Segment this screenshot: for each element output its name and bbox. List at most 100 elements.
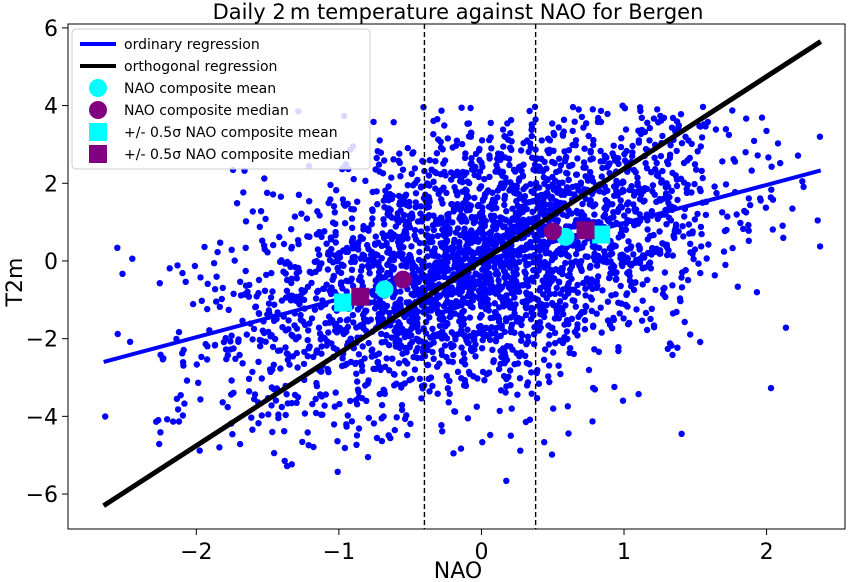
scatter-point — [225, 306, 232, 313]
scatter-point — [415, 328, 422, 335]
scatter-point — [523, 289, 530, 296]
scatter-point — [506, 298, 513, 305]
scatter-point — [257, 343, 264, 350]
scatter-point — [232, 355, 239, 362]
scatter-point — [635, 390, 642, 398]
scatter-point — [424, 245, 431, 252]
scatter-point — [529, 305, 536, 312]
scatter-point — [651, 154, 658, 161]
scatter-point — [318, 368, 325, 375]
scatter-point — [489, 223, 497, 230]
scatter-point — [219, 284, 226, 292]
scatter-point — [556, 179, 563, 187]
scatter-point — [156, 440, 163, 448]
scatter-point — [370, 118, 377, 126]
scatter-point — [719, 209, 726, 216]
composite-marker — [576, 221, 595, 240]
scatter-point — [396, 245, 404, 252]
scatter-point — [615, 234, 622, 241]
scatter-point — [479, 288, 486, 295]
scatter-point — [291, 391, 299, 399]
scatter-point — [478, 345, 486, 352]
scatter-point — [370, 255, 377, 263]
scatter-point — [211, 286, 219, 293]
scatter-point — [196, 447, 203, 454]
scatter-point — [102, 413, 109, 420]
scatter-point — [304, 283, 312, 290]
scatter-point — [524, 379, 532, 386]
scatter-point — [555, 185, 562, 192]
scatter-point — [532, 116, 539, 123]
scatter-point — [507, 144, 514, 151]
scatter-point — [468, 214, 475, 222]
scatter-point — [426, 314, 433, 321]
scatter-point — [570, 350, 577, 358]
scatter-point — [237, 278, 244, 285]
scatter-point — [816, 133, 824, 140]
scatter-point — [590, 136, 597, 144]
scatter-point — [411, 366, 419, 373]
scatter-point — [383, 240, 390, 247]
scatter-point — [478, 312, 485, 319]
scatter-point — [365, 339, 372, 347]
scatter-point — [479, 204, 486, 211]
scatter-point — [505, 155, 513, 162]
scatter-point — [306, 268, 313, 275]
scatter-point — [471, 336, 478, 344]
scatter-point — [297, 311, 304, 319]
scatter-point — [304, 429, 311, 436]
scatter-point — [733, 211, 740, 218]
scatter-point — [547, 195, 554, 202]
scatter-point — [548, 451, 556, 458]
scatter-point — [593, 310, 600, 317]
scatter-point — [504, 120, 511, 127]
scatter-point — [288, 243, 296, 251]
scatter-point — [669, 282, 676, 289]
scatter-point — [498, 322, 505, 329]
scatter-point — [593, 278, 600, 285]
scatter-point — [469, 304, 476, 311]
scatter-point — [401, 357, 409, 365]
scatter-point — [712, 126, 720, 133]
scatter-point — [479, 439, 486, 446]
scatter-point — [669, 252, 676, 259]
scatter-point — [328, 245, 335, 253]
scatter-point — [659, 132, 666, 140]
scatter-point — [210, 260, 218, 267]
scatter-point — [269, 428, 276, 436]
scatter-point — [546, 137, 554, 144]
scatter-point — [590, 322, 597, 329]
scatter-point — [308, 315, 316, 322]
scatter-point — [555, 315, 562, 322]
scatter-point — [711, 183, 718, 190]
scatter-point — [432, 158, 439, 165]
scatter-point — [606, 244, 614, 252]
scatter-point — [475, 147, 483, 154]
scatter-point — [129, 255, 136, 262]
scatter-point — [473, 403, 480, 410]
scatter-point — [687, 331, 694, 338]
scatter-point — [597, 304, 604, 311]
scatter-point — [370, 365, 377, 373]
scatter-point — [282, 411, 289, 419]
scatter-point — [404, 144, 411, 152]
scatter-point — [486, 152, 493, 159]
scatter-point — [396, 159, 403, 166]
scatter-point — [180, 346, 187, 354]
scatter-point — [765, 154, 772, 161]
scatter-point — [564, 186, 571, 193]
y-tick-label: 2 — [44, 172, 58, 197]
scatter-point — [426, 239, 433, 246]
scatter-point — [396, 337, 403, 344]
scatter-point — [545, 341, 553, 348]
regression-line — [103, 168, 822, 364]
scatter-point — [658, 177, 665, 184]
scatter-point — [541, 439, 548, 446]
scatter-point — [351, 253, 358, 261]
scatter-point — [603, 203, 611, 210]
scatter-point — [636, 246, 643, 253]
scatter-point — [236, 351, 243, 359]
scatter-point — [530, 278, 537, 285]
scatter-point — [560, 116, 568, 124]
composite-markers — [334, 221, 611, 312]
